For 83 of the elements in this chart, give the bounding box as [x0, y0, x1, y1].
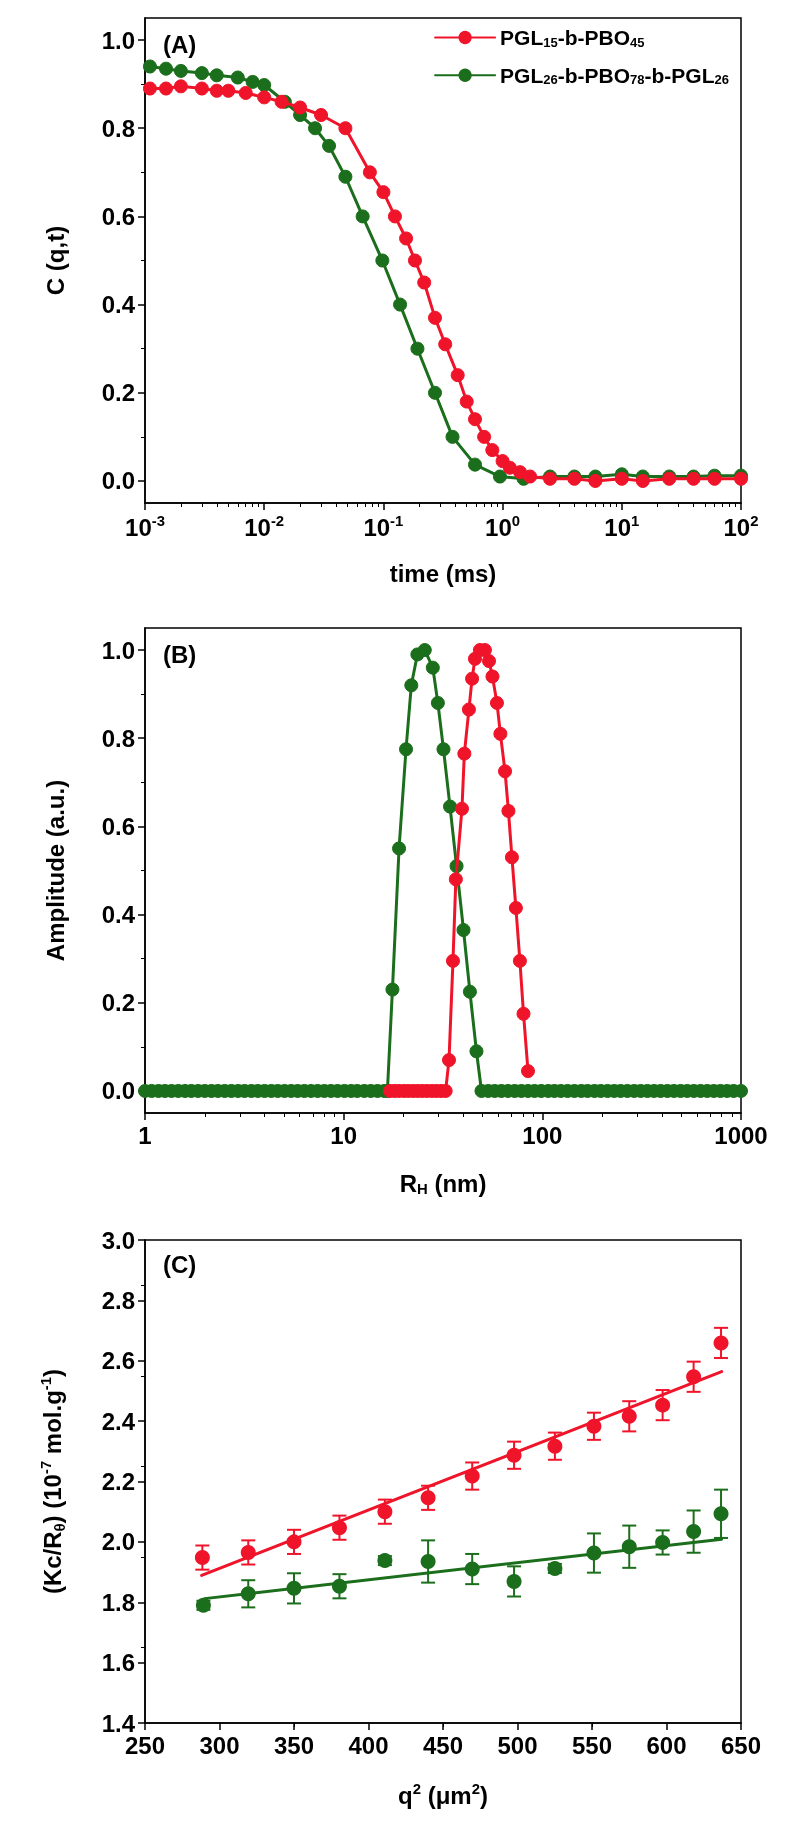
point: [454, 801, 469, 816]
x-tick-label: 350: [273, 1731, 315, 1759]
x-tick-label: 550: [571, 1731, 613, 1759]
point: [377, 1504, 393, 1520]
point: [686, 1369, 702, 1385]
x-tick-label: 100: [522, 1121, 563, 1149]
annotation: (B): [163, 640, 197, 668]
x-tick-label: 300: [199, 1731, 240, 1759]
point: [457, 746, 472, 761]
y-tick-label: 1.0: [101, 636, 135, 664]
point: [621, 1408, 637, 1424]
point: [516, 1006, 531, 1021]
point: [420, 1554, 436, 1569]
point: [420, 1490, 436, 1506]
point: [445, 953, 460, 968]
y-tick-label: 0.4: [101, 291, 136, 319]
point: [508, 900, 523, 915]
point: [485, 669, 500, 684]
x-tick-label: 400: [348, 1731, 389, 1759]
point: [442, 1053, 456, 1068]
point: [461, 702, 476, 717]
point: [655, 1534, 671, 1550]
x-tick-label: 1: [138, 1121, 152, 1149]
point: [547, 1438, 563, 1454]
point: [506, 1447, 522, 1463]
y-axis-title: (Kc/Rθ) (10-7 mol.g-1): [38, 1368, 68, 1595]
point: [504, 850, 519, 865]
point: [498, 764, 513, 779]
y-tick-label: 2.2: [101, 1468, 135, 1495]
point: [482, 654, 497, 669]
y-axis-title: Amplitude (a.u.): [41, 779, 69, 962]
point: [655, 1397, 671, 1413]
annotation: (C): [163, 1250, 197, 1278]
y-tick-label: 0.0: [101, 467, 135, 495]
y-tick-label: 2.6: [101, 1347, 135, 1375]
point: [506, 1573, 522, 1589]
point: [586, 1545, 602, 1561]
y-tick-label: 0.2: [101, 989, 135, 1017]
y-tick-label: 1.0: [101, 26, 135, 54]
point: [194, 1550, 210, 1566]
y-tick-label: 3.0: [101, 1226, 135, 1254]
point: [493, 726, 508, 741]
x-axis-title: time (ms): [389, 559, 497, 587]
point: [286, 1580, 302, 1596]
y-tick-label: 2.4: [101, 1407, 136, 1435]
y-tick-label: 0.8: [101, 724, 135, 752]
point: [331, 1578, 347, 1594]
point: [501, 803, 516, 818]
x-axis-title: RH (nm): [399, 1170, 487, 1198]
point: [489, 695, 504, 710]
x-tick-label: 500: [497, 1731, 538, 1759]
point: [686, 1524, 702, 1540]
point: [512, 953, 527, 968]
y-tick-label: 0.6: [101, 812, 135, 840]
x-tick-label: 450: [422, 1731, 464, 1759]
point: [713, 1506, 729, 1522]
x-tick-label: 1000: [714, 1121, 768, 1149]
point: [465, 671, 480, 686]
point: [464, 1561, 480, 1577]
point: [464, 1468, 480, 1484]
y-tick-label: 0.2: [101, 379, 135, 407]
y-tick-label: 0.8: [101, 114, 135, 142]
point: [713, 1335, 729, 1351]
point: [240, 1544, 256, 1560]
point: [521, 1064, 536, 1079]
y-tick-label: 1.6: [101, 1649, 135, 1677]
point: [240, 1586, 256, 1602]
point: [286, 1534, 302, 1550]
y-tick-label: 2.0: [101, 1528, 135, 1556]
y-tick-label: 0.4: [101, 901, 136, 929]
annotation: (A): [163, 30, 197, 58]
y-tick-label: 0.6: [101, 202, 135, 230]
point: [331, 1520, 347, 1536]
point: [621, 1539, 637, 1555]
y-axis-title: C (q,t): [41, 225, 69, 296]
y-tick-label: 1.8: [101, 1588, 135, 1616]
y-tick-label: 2.8: [101, 1286, 135, 1314]
point: [586, 1418, 602, 1434]
x-tick-label: 10: [330, 1121, 358, 1149]
x-tick-label: 600: [646, 1731, 687, 1759]
x-tick-label: 650: [720, 1731, 762, 1759]
point: [448, 872, 463, 887]
y-tick-label: 0.0: [101, 1077, 135, 1105]
